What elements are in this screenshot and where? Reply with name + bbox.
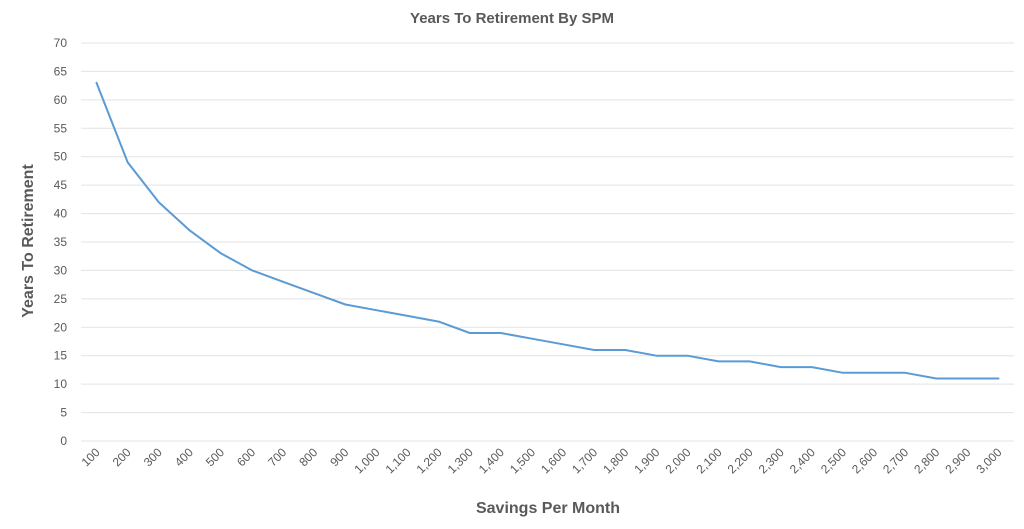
- y-tick-label: 20: [54, 320, 68, 334]
- series-line: [95, 81, 1000, 380]
- y-tick-label: 0: [60, 434, 67, 448]
- x-tick-label: 2,800: [911, 445, 942, 476]
- x-tick-label: 2,400: [787, 445, 818, 476]
- x-tick-label: 1,800: [600, 445, 631, 476]
- x-tick-label: 2,700: [880, 445, 911, 476]
- x-tick-label: 1,700: [569, 445, 600, 476]
- x-tick-label: 700: [265, 445, 289, 469]
- x-tick-label: 500: [203, 445, 227, 469]
- chart-title: Years To Retirement By SPM: [410, 10, 614, 27]
- gridlines: [81, 42, 1014, 442]
- x-tick-label: 200: [110, 445, 134, 469]
- x-tick-label: 400: [172, 445, 196, 469]
- x-tick-label: 1,100: [383, 445, 414, 476]
- x-tick-label: 2,300: [756, 445, 787, 476]
- x-tick-label: 3,000: [973, 445, 1004, 476]
- y-tick-label: 5: [60, 406, 67, 420]
- x-axis-title: Savings Per Month: [476, 500, 620, 517]
- x-tick-label: 1,600: [538, 445, 569, 476]
- x-tick-label: 600: [234, 445, 258, 469]
- y-axis-ticks: 0 5 10 15 20 25 30 35 40 45 50 55 60 65 70: [54, 36, 68, 448]
- y-tick-label: 60: [54, 93, 68, 107]
- x-tick-label: 2,500: [818, 445, 849, 476]
- y-tick-label: 15: [54, 349, 68, 363]
- y-tick-label: 30: [54, 263, 68, 277]
- x-tick-label: 1,500: [507, 445, 538, 476]
- y-tick-label: 10: [54, 377, 68, 391]
- x-tick-label: 2,000: [662, 445, 693, 476]
- x-axis-ticks: 100 200 300 400 500 600 700 800 900 1,000 1,100 1,2…: [79, 445, 1005, 476]
- x-tick-label: 2,900: [942, 445, 973, 476]
- y-tick-label: 50: [54, 150, 68, 164]
- y-tick-label: 40: [54, 207, 68, 221]
- x-tick-label: 1,900: [631, 445, 662, 476]
- x-tick-label: 100: [79, 445, 103, 469]
- y-tick-label: 65: [54, 64, 68, 78]
- y-tick-label: 35: [54, 235, 68, 249]
- x-tick-label: 300: [141, 445, 165, 469]
- x-tick-label: 2,100: [694, 445, 725, 476]
- x-tick-label: 1,200: [414, 445, 445, 476]
- y-tick-label: 55: [54, 121, 68, 135]
- x-tick-label: 1,300: [445, 445, 476, 476]
- y-tick-label: 45: [54, 178, 68, 192]
- x-tick-label: 900: [327, 445, 351, 469]
- x-tick-label: 1,000: [351, 445, 382, 476]
- x-tick-label: 2,600: [849, 445, 880, 476]
- y-tick-label: 25: [54, 292, 68, 306]
- y-axis-title: Years To Retirement: [20, 164, 37, 318]
- y-tick-label: 70: [54, 36, 68, 50]
- x-tick-label: 1,400: [476, 445, 507, 476]
- x-tick-label: 2,200: [725, 445, 756, 476]
- x-tick-label: 800: [296, 445, 320, 469]
